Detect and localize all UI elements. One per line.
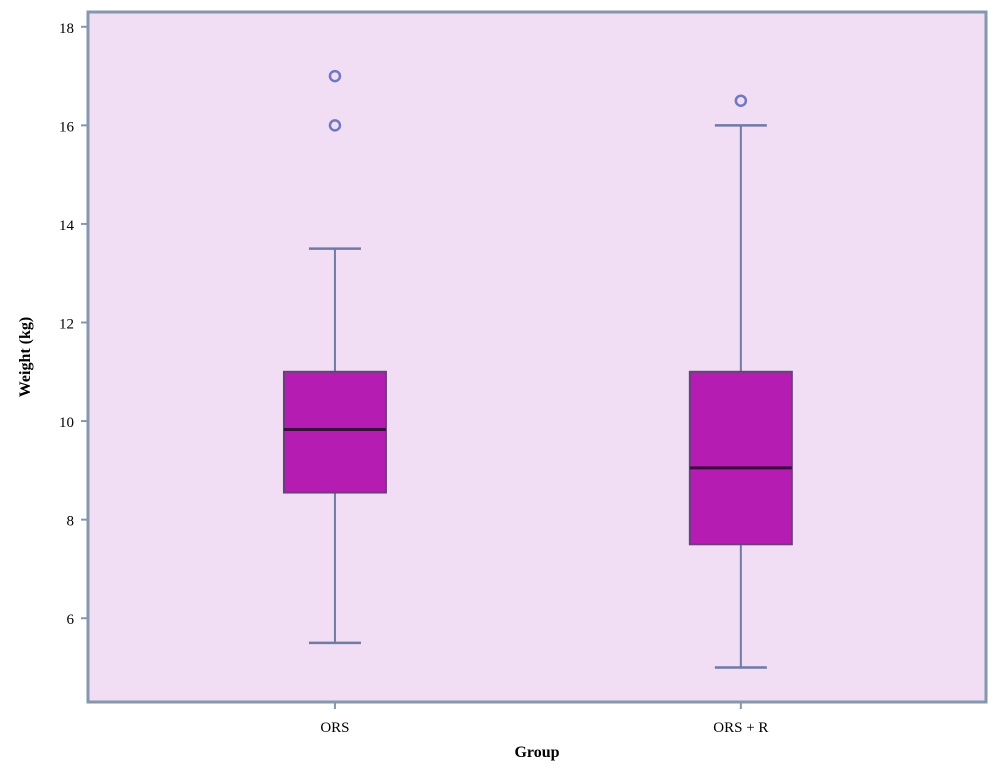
box-group bbox=[282, 69, 387, 645]
y-tick-label: 18 bbox=[59, 21, 74, 37]
x-tick-label: ORS + R bbox=[713, 720, 768, 736]
y-tick-label: 14 bbox=[59, 218, 75, 234]
iqr-box bbox=[282, 370, 387, 494]
y-tick-label: 8 bbox=[67, 514, 75, 530]
y-tick-label: 6 bbox=[67, 612, 75, 628]
x-axis: ORS ORS + R bbox=[320, 702, 768, 736]
plot-area bbox=[86, 10, 988, 704]
outlier-point bbox=[328, 119, 342, 132]
y-axis: 6 8 10 12 14 16 18 bbox=[59, 21, 88, 628]
boxes-group bbox=[282, 69, 793, 669]
outlier-point bbox=[734, 94, 748, 107]
y-axis-label: Weight (kg) bbox=[17, 317, 34, 397]
x-tick-label: ORS bbox=[320, 720, 349, 736]
outlier-point bbox=[328, 69, 342, 83]
y-tick-label: 16 bbox=[59, 119, 75, 135]
x-axis-label: Group bbox=[514, 744, 559, 761]
y-tick-label: 12 bbox=[59, 317, 74, 333]
iqr-box bbox=[688, 370, 793, 546]
y-tick-label: 10 bbox=[59, 415, 74, 431]
box-group bbox=[688, 94, 793, 669]
